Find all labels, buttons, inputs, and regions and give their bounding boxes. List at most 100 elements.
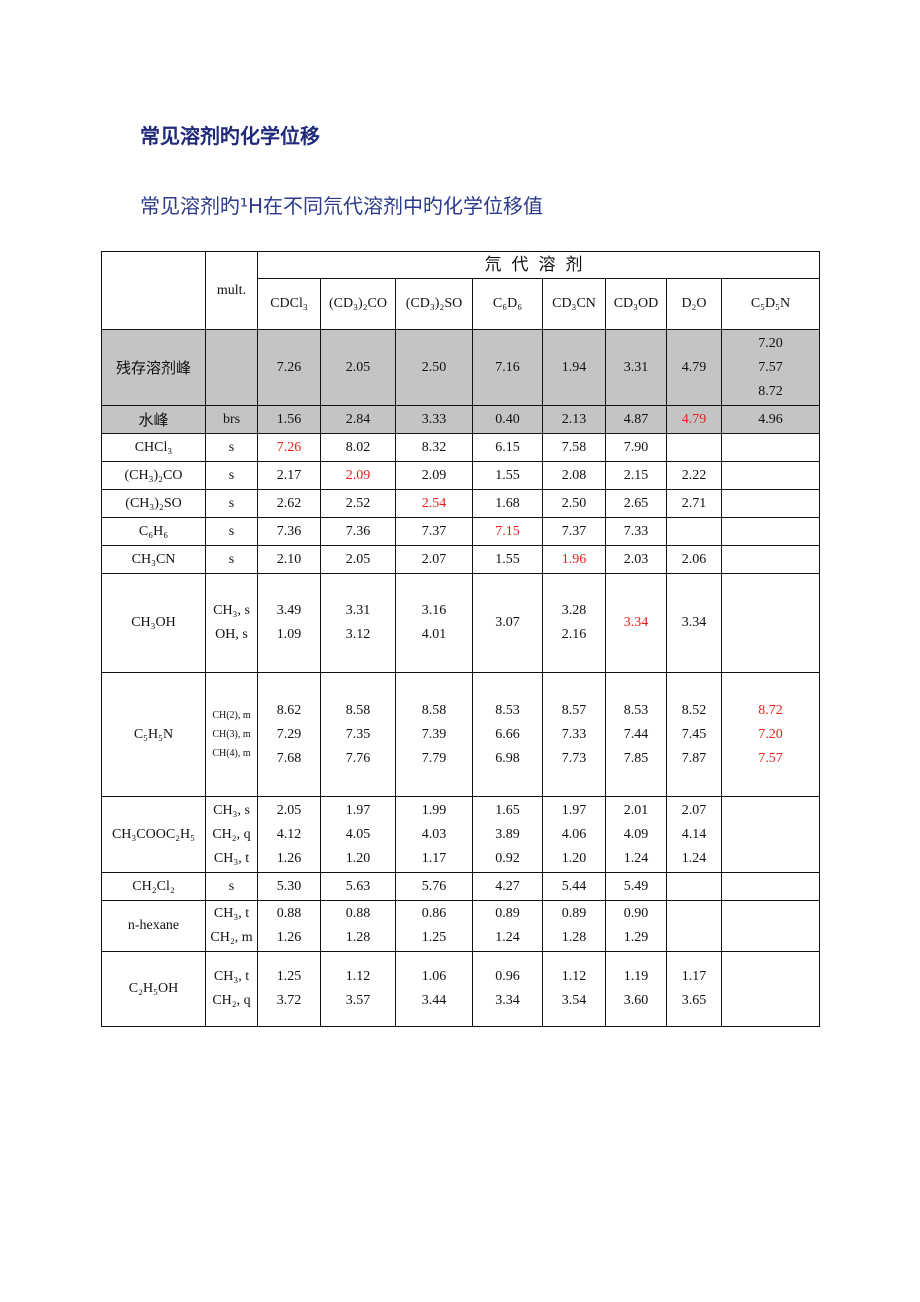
- shift-value: 0.40: [472, 405, 543, 434]
- compound-name: C₆H₆: [101, 517, 206, 546]
- shift-value: 3.33: [395, 405, 473, 434]
- shift-value: 5.76: [395, 872, 473, 901]
- shift-value: 7.90: [605, 433, 667, 462]
- shift-value: [721, 433, 820, 462]
- shift-value: 1.25 3.72: [257, 951, 321, 1027]
- table-row: CHCl₃ s 7.26 8.02 8.32 6.15 7.58 7.90: [101, 433, 820, 462]
- mult-header: mult.: [205, 251, 258, 330]
- shift-value: 8.58 7.39 7.79: [395, 672, 473, 797]
- solvent-header: CDCl₃: [257, 278, 321, 330]
- shift-value: 2.07 4.14 1.24: [666, 796, 722, 873]
- shift-value: 5.44: [542, 872, 606, 901]
- shift-value: 6.15: [472, 433, 543, 462]
- table-row: 水峰 brs 1.56 2.84 3.33 0.40 2.13 4.87 4.79 4.96: [101, 405, 820, 434]
- shift-value: 2.17: [257, 461, 321, 490]
- shift-value: 3.34: [666, 573, 722, 673]
- shift-value: 5.30: [257, 872, 321, 901]
- solvent-header: C₆D₆: [472, 278, 543, 330]
- shift-value: 0.88 1.26: [257, 900, 321, 952]
- compound-name: CH₃OH: [101, 573, 206, 673]
- shift-value: 1.68: [472, 489, 543, 518]
- shift-value: 1.55: [472, 461, 543, 490]
- shift-value: 2.07: [395, 545, 473, 574]
- shift-value: 2.05: [320, 329, 396, 406]
- solvent-header: CD₃OD: [605, 278, 667, 330]
- shift-value: 1.55: [472, 545, 543, 574]
- shift-value: 0.96 3.34: [472, 951, 543, 1027]
- compound-name: CH₂Cl₂: [101, 872, 206, 901]
- compound-name: CH₃CN: [101, 545, 206, 574]
- table-row: CH₃OH CH₃, s OH, s 3.49 1.09 3.31 3.12 3.16 …: [101, 573, 820, 673]
- compound-name: n-hexane: [101, 900, 206, 952]
- chemical-shift-table: mult. 氘代溶剂 CDCl₃ (CD₃)₂CO (CD₃)₂SO C₆D₆ CD₃C…: [101, 251, 820, 1027]
- shift-value: 8.32: [395, 433, 473, 462]
- shift-value: 5.49: [605, 872, 667, 901]
- shift-value: 4.79: [666, 405, 722, 434]
- shift-value: 2.08: [542, 461, 606, 490]
- table-row: C₆H₆ s 7.36 7.36 7.37 7.15 7.37 7.33: [101, 517, 820, 546]
- shift-value: 7.26: [257, 433, 321, 462]
- compound-name: CH₃COOC₂H₅: [101, 796, 206, 873]
- shift-value: 1.19 3.60: [605, 951, 667, 1027]
- shift-value: 2.09: [320, 461, 396, 490]
- shift-value: [721, 872, 820, 901]
- shift-value: 1.12 3.54: [542, 951, 606, 1027]
- compound-name: C₅H₅N: [101, 672, 206, 797]
- shift-value: 0.86 1.25: [395, 900, 473, 952]
- multiplicity: s: [205, 517, 258, 546]
- table-row: n-hexane CH₃, t CH₂, m 0.88 1.26 0.88 1.28 0…: [101, 900, 820, 952]
- shift-value: 0.89 1.28: [542, 900, 606, 952]
- shift-value: 1.12 3.57: [320, 951, 396, 1027]
- multiplicity: s: [205, 872, 258, 901]
- shift-value: 1.06 3.44: [395, 951, 473, 1027]
- shift-value: [721, 951, 820, 1027]
- table-row: CH₃CN s 2.10 2.05 2.07 1.55 1.96 2.03 2.06: [101, 545, 820, 574]
- shift-value: [721, 461, 820, 490]
- shift-value: [666, 433, 722, 462]
- shift-value: 1.56: [257, 405, 321, 434]
- shift-value: 7.37: [542, 517, 606, 546]
- shift-value: 4.87: [605, 405, 667, 434]
- shift-value: 2.13: [542, 405, 606, 434]
- multiplicity: CH(2), m CH(3), m CH(4), m: [205, 672, 258, 797]
- shift-value: 8.58 7.35 7.76: [320, 672, 396, 797]
- shift-value: 1.99 4.03 1.17: [395, 796, 473, 873]
- compound-name: 水峰: [101, 405, 206, 434]
- shift-value: [721, 517, 820, 546]
- solvent-header: D₂O: [666, 278, 722, 330]
- shift-value: 2.52: [320, 489, 396, 518]
- shift-value: [666, 900, 722, 952]
- table-row: CH₃COOC₂H₅ CH₃, s CH₂, q CH₃, t 2.05 4.12 …: [101, 796, 820, 873]
- shift-value: 1.65 3.89 0.92: [472, 796, 543, 873]
- shift-value: 2.03: [605, 545, 667, 574]
- shift-value: 3.49 1.09: [257, 573, 321, 673]
- table-row: (CH₃)₂SO s 2.62 2.52 2.54 1.68 2.50 2.65 2.71: [101, 489, 820, 518]
- shift-value: 3.07: [472, 573, 543, 673]
- shift-value: 2.84: [320, 405, 396, 434]
- shift-value: 7.37: [395, 517, 473, 546]
- shift-value: 8.52 7.45 7.87: [666, 672, 722, 797]
- shift-value: 3.16 4.01: [395, 573, 473, 673]
- shift-value: 2.54: [395, 489, 473, 518]
- shift-value: [721, 545, 820, 574]
- shift-value: 8.57 7.33 7.73: [542, 672, 606, 797]
- shift-value: 7.36: [320, 517, 396, 546]
- shift-value: 2.01 4.09 1.24: [605, 796, 667, 873]
- multiplicity: CH₃, t CH₂, m: [205, 900, 258, 952]
- shift-value: 2.22: [666, 461, 722, 490]
- shift-value: 3.28 2.16: [542, 573, 606, 673]
- shift-value: [721, 900, 820, 952]
- shift-value: 2.15: [605, 461, 667, 490]
- multiplicity: s: [205, 545, 258, 574]
- shift-value: [721, 573, 820, 673]
- compound-name: C₂H₅OH: [101, 951, 206, 1027]
- shift-value: [721, 489, 820, 518]
- compound-name: 残存溶剂峰: [101, 329, 206, 406]
- shift-value: 0.89 1.24: [472, 900, 543, 952]
- shift-value: 1.97 4.05 1.20: [320, 796, 396, 873]
- shift-value: 8.72 7.20 7.57: [721, 672, 820, 797]
- table-row: C₅H₅N CH(2), m CH(3), m CH(4), m 8.62 7.29…: [101, 672, 820, 797]
- shift-value: 2.10: [257, 545, 321, 574]
- deuterated-solvent-header: 氘代溶剂: [257, 251, 820, 279]
- corner-cell: [101, 251, 206, 330]
